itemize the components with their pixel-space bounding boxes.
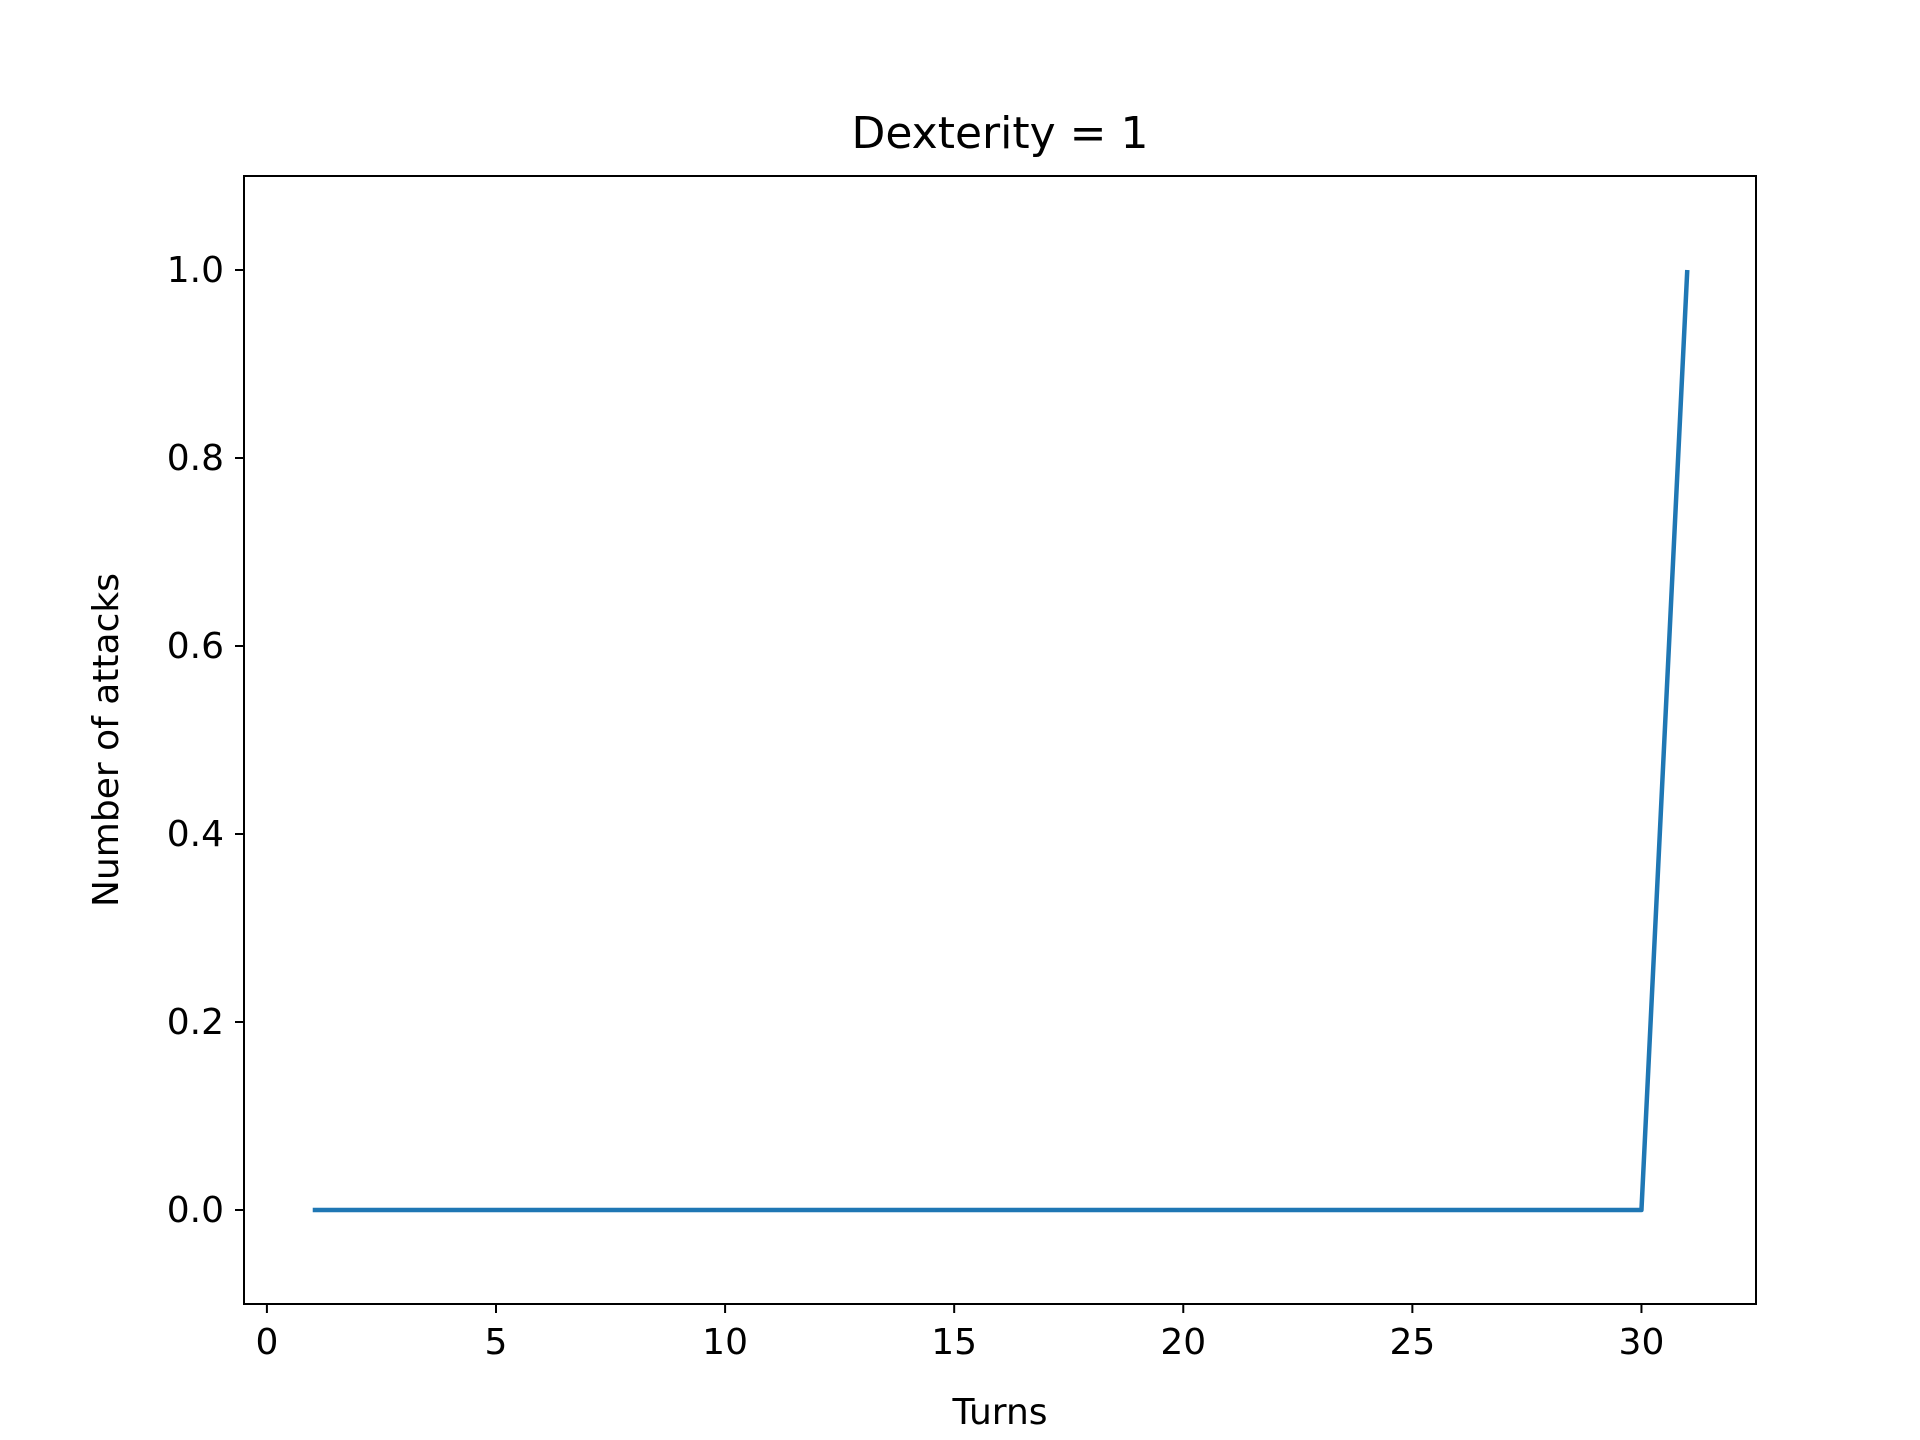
series-layer — [312, 269, 1690, 1213]
series-line — [312, 269, 1690, 1213]
x-tick-label: 30 — [1619, 1322, 1665, 1363]
chart-title: Dexterity = 1 — [852, 108, 1149, 159]
x-axis-label: Turns — [951, 1392, 1047, 1433]
x-tick-label: 15 — [931, 1322, 977, 1363]
y-tick-label: 0.8 — [167, 438, 224, 479]
x-tick-label: 5 — [485, 1322, 508, 1363]
y-tick-label: 1.0 — [167, 250, 224, 291]
y-tick-label: 0.2 — [167, 1002, 224, 1043]
y-axis-ticks: 0.0 0.2 0.4 0.6 0.8 1.0 — [167, 250, 244, 1231]
y-tick-label: 0.6 — [167, 626, 224, 667]
x-tick-label: 20 — [1160, 1322, 1206, 1363]
plot-frame — [243, 175, 1757, 1305]
y-tick-label: 0.4 — [167, 814, 224, 855]
x-tick-label: 0 — [255, 1322, 278, 1363]
y-axis-label: Number of attacks — [86, 573, 127, 907]
x-tick-label: 25 — [1389, 1322, 1435, 1363]
x-tick-label: 10 — [702, 1322, 748, 1363]
x-axis-ticks: 0 5 10 15 20 25 30 — [255, 1304, 1664, 1363]
y-tick-label: 0.0 — [167, 1190, 224, 1231]
